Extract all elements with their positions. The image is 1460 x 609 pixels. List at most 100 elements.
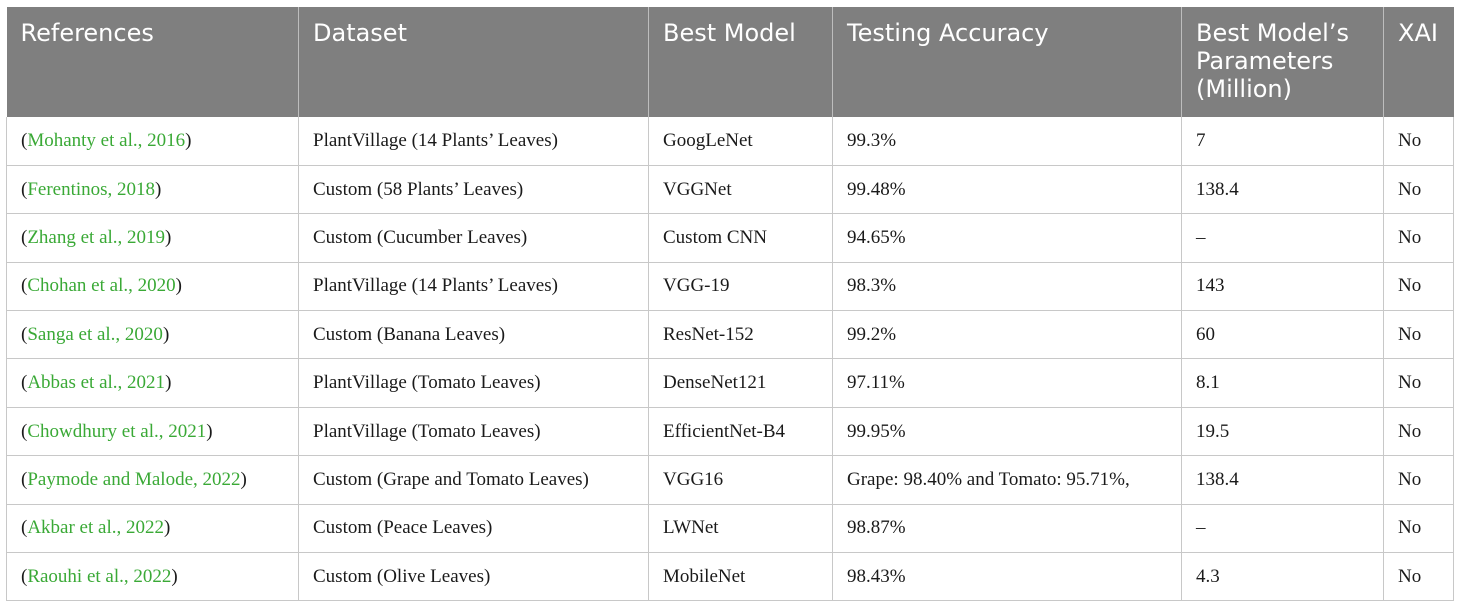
cell-parameters: – (1181, 504, 1384, 554)
cell-parameters: 4.3 (1181, 552, 1384, 602)
reference-open-paren: ( (21, 275, 28, 297)
cell-xai: No (1383, 213, 1454, 263)
cell-reference: (Mohanty et al., 2016) (6, 117, 299, 166)
cell-dataset: Custom (Olive Leaves) (298, 552, 649, 602)
reference-open-paren: ( (21, 226, 28, 248)
cell-best-model: DenseNet121 (648, 358, 833, 408)
cell-xai: No (1383, 552, 1454, 602)
cell-dataset: Custom (Cucumber Leaves) (298, 213, 649, 263)
header-dataset: Dataset (298, 7, 649, 117)
cell-xai: No (1383, 407, 1454, 457)
cell-best-model: Custom CNN (648, 213, 833, 263)
reference-close-paren: ) (240, 468, 247, 490)
table-row: (Chohan et al., 2020) PlantVillage (14 Pl… (6, 262, 1454, 312)
header-parameters: Best Model’s Parameters (Million) (1181, 7, 1384, 117)
cell-dataset: Custom (Grape and Tomato Leaves) (298, 455, 649, 505)
cell-testing-accuracy: 99.48% (832, 165, 1182, 215)
reference-link[interactable]: Sanga et al., 2020 (27, 323, 163, 345)
comparison-table: References Dataset Best Model Testing Ac… (6, 7, 1454, 602)
header-testing-accuracy: Testing Accuracy (832, 7, 1182, 117)
cell-xai: No (1383, 165, 1454, 215)
cell-testing-accuracy: 99.2% (832, 310, 1182, 360)
header-references: References (6, 7, 299, 117)
cell-xai: No (1383, 358, 1454, 408)
reference-open-paren: ( (21, 565, 28, 587)
cell-reference: (Chowdhury et al., 2021) (6, 407, 299, 457)
reference-close-paren: ) (171, 565, 178, 587)
cell-reference: (Sanga et al., 2020) (6, 310, 299, 360)
cell-xai: No (1383, 504, 1454, 554)
reference-close-paren: ) (206, 420, 213, 442)
reference-open-paren: ( (21, 468, 28, 490)
cell-testing-accuracy: 97.11% (832, 358, 1182, 408)
cell-testing-accuracy: 99.95% (832, 407, 1182, 457)
reference-close-paren: ) (175, 275, 182, 297)
cell-best-model: GoogLeNet (648, 117, 833, 166)
table-row: (Zhang et al., 2019) Custom (Cucumber Lea… (6, 213, 1454, 263)
reference-link[interactable]: Mohanty et al., 2016 (27, 129, 186, 151)
table-row: (Akbar et al., 2022) Custom (Peace Leaves… (6, 504, 1454, 554)
cell-reference: (Raouhi et al., 2022) (6, 552, 299, 602)
cell-best-model: LWNet (648, 504, 833, 554)
cell-reference: (Akbar et al., 2022) (6, 504, 299, 554)
cell-dataset: Custom (Banana Leaves) (298, 310, 649, 360)
reference-open-paren: ( (21, 372, 28, 394)
table-row: (Mohanty et al., 2016) PlantVillage (14 P… (6, 117, 1454, 166)
cell-best-model: ResNet-152 (648, 310, 833, 360)
header-best-model: Best Model (648, 7, 833, 117)
reference-close-paren: ) (165, 226, 172, 248)
cell-testing-accuracy: 98.3% (832, 262, 1182, 312)
cell-testing-accuracy: 98.87% (832, 504, 1182, 554)
cell-dataset: PlantVillage (14 Plants’ Leaves) (298, 262, 649, 312)
cell-testing-accuracy: 98.43% (832, 552, 1182, 602)
cell-xai: No (1383, 117, 1454, 166)
reference-open-paren: ( (21, 129, 28, 151)
reference-link[interactable]: Raouhi et al., 2022 (27, 565, 172, 587)
cell-reference: (Ferentinos, 2018) (6, 165, 299, 215)
reference-open-paren: ( (21, 178, 28, 200)
cell-best-model: VGG16 (648, 455, 833, 505)
cell-reference: (Paymode and Malode, 2022) (6, 455, 299, 505)
cell-parameters: – (1181, 213, 1384, 263)
cell-dataset: Custom (Peace Leaves) (298, 504, 649, 554)
cell-testing-accuracy: 99.3% (832, 117, 1182, 166)
cell-dataset: Custom (58 Plants’ Leaves) (298, 165, 649, 215)
cell-xai: No (1383, 262, 1454, 312)
header-row: References Dataset Best Model Testing Ac… (6, 7, 1454, 117)
reference-link[interactable]: Zhang et al., 2019 (27, 226, 166, 248)
cell-parameters: 7 (1181, 117, 1384, 166)
reference-link[interactable]: Akbar et al., 2022 (27, 517, 164, 539)
table-header: References Dataset Best Model Testing Ac… (6, 7, 1454, 117)
reference-close-paren: ) (155, 178, 162, 200)
cell-best-model: VGGNet (648, 165, 833, 215)
reference-link[interactable]: Ferentinos, 2018 (27, 178, 156, 200)
reference-close-paren: ) (165, 372, 172, 394)
cell-xai: No (1383, 310, 1454, 360)
reference-open-paren: ( (21, 517, 28, 539)
header-xai: XAI (1383, 7, 1454, 117)
cell-best-model: MobileNet (648, 552, 833, 602)
reference-link[interactable]: Paymode and Malode, 2022 (27, 468, 241, 490)
table-row: (Paymode and Malode, 2022) Custom (Grape … (6, 455, 1454, 505)
cell-dataset: PlantVillage (14 Plants’ Leaves) (298, 117, 649, 166)
table-row: (Abbas et al., 2021) PlantVillage (Tomato… (6, 358, 1454, 408)
reference-link[interactable]: Chohan et al., 2020 (27, 275, 176, 297)
reference-link[interactable]: Abbas et al., 2021 (27, 372, 166, 394)
reference-close-paren: ) (162, 323, 170, 345)
cell-testing-accuracy: Grape: 98.40% and Tomato: 95.71%, (832, 455, 1182, 505)
cell-best-model: VGG-19 (648, 262, 833, 312)
cell-parameters: 8.1 (1181, 358, 1384, 408)
cell-testing-accuracy: 94.65% (832, 213, 1182, 263)
cell-reference: (Abbas et al., 2021) (6, 358, 299, 408)
reference-link[interactable]: Chowdhury et al., 2021 (27, 420, 207, 442)
cell-dataset: PlantVillage (Tomato Leaves) (298, 407, 649, 457)
cell-parameters: 138.4 (1181, 455, 1384, 505)
cell-best-model: EfficientNet-B4 (648, 407, 833, 457)
cell-reference: (Zhang et al., 2019) (6, 213, 299, 263)
reference-close-paren: ) (163, 517, 171, 539)
table-row: (Raouhi et al., 2022) Custom (Olive Leave… (6, 552, 1454, 602)
cell-parameters: 19.5 (1181, 407, 1384, 457)
cell-reference: (Chohan et al., 2020) (6, 262, 299, 312)
reference-open-paren: ( (21, 323, 28, 345)
reference-open-paren: ( (21, 420, 28, 442)
